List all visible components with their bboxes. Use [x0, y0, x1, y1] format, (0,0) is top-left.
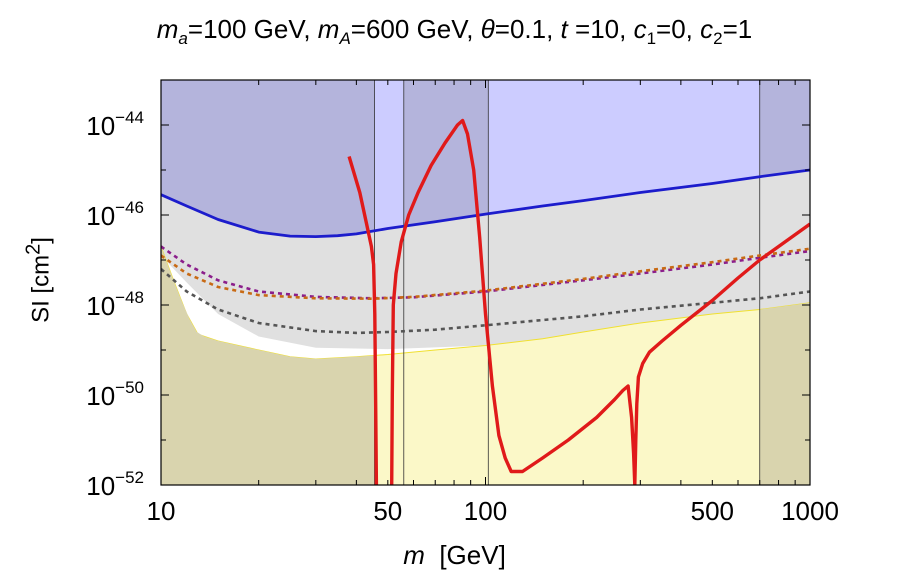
- title-c2-value: =1: [722, 14, 753, 44]
- title-ma-symbol: m: [156, 14, 179, 44]
- y-tick-base: 10: [86, 471, 115, 501]
- overlap-region-2: [759, 302, 810, 485]
- y-tick-label: 10−46: [86, 198, 144, 231]
- shaded-regions: [161, 80, 810, 485]
- y-tick-exponent: −50: [115, 378, 144, 397]
- title-c2-symbol: c: [700, 14, 714, 44]
- y-tick-label: 10−48: [86, 288, 144, 321]
- top-excluded-light-band-1: [374, 80, 404, 231]
- title-theta-symbol: θ: [480, 14, 495, 44]
- x-axis-label-unit: [GeV]: [424, 540, 506, 570]
- y-tick-exponent: −48: [115, 288, 144, 307]
- x-tick-label: 50: [373, 496, 402, 526]
- vertical-boundary-lines: [374, 80, 761, 485]
- title-mA-value: =600 GeV,: [350, 14, 481, 44]
- y-tick-label: 10−50: [86, 378, 144, 411]
- x-tick-label: 500: [691, 496, 734, 526]
- purple-dashed-curve: [161, 245, 810, 300]
- x-axis-label: m [GeV]: [0, 540, 909, 571]
- chart-title: ma=100 GeV, mA=600 GeV, θ=0.1, t =10, c1…: [0, 14, 909, 49]
- y-tick-base: 10: [86, 201, 115, 231]
- y-tick-label: 10−44: [86, 108, 144, 141]
- y-tick-base: 10: [86, 381, 115, 411]
- red-cross-section-curve-segment-1: [347, 156, 379, 485]
- title-theta-value: =0.1,: [494, 14, 561, 44]
- title-ma-subscript: a: [178, 29, 188, 49]
- y-tick-exponent: −44: [115, 108, 144, 127]
- title-c2-subscript: 2: [713, 29, 723, 49]
- y-tick-exponent: −52: [115, 468, 144, 487]
- x-tick-label: 100: [464, 496, 507, 526]
- y-axis-label-exponent: 2: [22, 243, 45, 255]
- y-tick-exponent: −46: [115, 198, 144, 217]
- red-cross-section-curve-segment-2: [390, 118, 810, 485]
- title-t-symbol: t: [560, 14, 568, 44]
- y-tick-base: 10: [86, 291, 115, 321]
- title-c1-subscript: 1: [646, 29, 657, 49]
- title-c1-symbol: c: [633, 14, 647, 44]
- axis-ticks: [160, 79, 811, 486]
- orange-dashed-curve: [161, 247, 810, 300]
- x-tick-label: 1000: [781, 496, 839, 526]
- grey-dashed-curve: [161, 268, 810, 335]
- title-mA-symbol: m: [317, 14, 340, 44]
- y-axis-label-close: ]: [27, 237, 55, 244]
- y-axis-label: SI [cm2]: [23, 237, 56, 323]
- y-tick-base: 10: [86, 111, 115, 141]
- blue-limit-curve: [161, 168, 810, 238]
- top-excluded-light-band-2: [488, 80, 760, 214]
- grey-excluded-region: [161, 170, 810, 350]
- title-t-value: =10,: [567, 14, 634, 44]
- x-tick-label: 10: [147, 496, 176, 526]
- title-c1-value: =0,: [656, 14, 701, 44]
- curves: [161, 118, 810, 485]
- x-axis-label-symbol: m: [403, 540, 425, 570]
- title-ma-value: =100 GeV,: [187, 14, 318, 44]
- y-tick-label: 10−52: [86, 468, 144, 501]
- overlap-region-1: [161, 246, 375, 485]
- title-mA-subscript: A: [339, 29, 351, 49]
- y-axis-label-text: SI [cm: [27, 254, 55, 323]
- x-tick-labels: 10 50 100 500 1000: [147, 496, 839, 526]
